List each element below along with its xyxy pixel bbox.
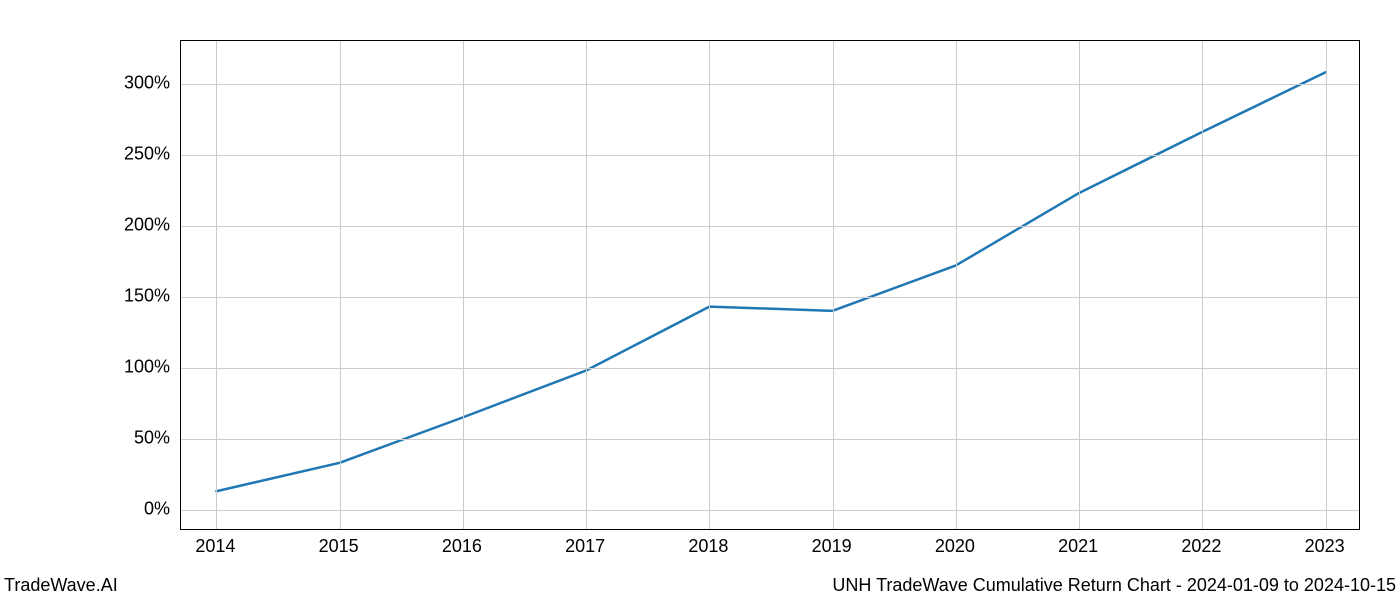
gridline-horizontal (181, 368, 1359, 369)
x-tick-label: 2018 (688, 536, 728, 557)
gridline-vertical (216, 41, 217, 529)
line-chart-svg (181, 41, 1361, 531)
gridline-vertical (709, 41, 710, 529)
gridline-vertical (586, 41, 587, 529)
gridline-horizontal (181, 439, 1359, 440)
gridline-vertical (833, 41, 834, 529)
gridline-vertical (463, 41, 464, 529)
y-tick-label: 50% (134, 427, 170, 448)
x-tick-label: 2019 (812, 536, 852, 557)
x-tick-label: 2022 (1181, 536, 1221, 557)
gridline-horizontal (181, 297, 1359, 298)
footer-left-text: TradeWave.AI (4, 575, 118, 596)
gridline-vertical (956, 41, 957, 529)
x-tick-label: 2015 (319, 536, 359, 557)
gridline-horizontal (181, 510, 1359, 511)
x-tick-label: 2023 (1305, 536, 1345, 557)
gridline-horizontal (181, 226, 1359, 227)
gridline-vertical (340, 41, 341, 529)
y-tick-label: 200% (124, 214, 170, 235)
y-tick-label: 150% (124, 285, 170, 306)
chart-plot-area (180, 40, 1360, 530)
return-line (216, 72, 1325, 491)
y-tick-label: 0% (144, 498, 170, 519)
gridline-horizontal (181, 155, 1359, 156)
x-tick-label: 2021 (1058, 536, 1098, 557)
gridline-horizontal (181, 84, 1359, 85)
x-tick-label: 2020 (935, 536, 975, 557)
gridline-vertical (1326, 41, 1327, 529)
gridline-vertical (1202, 41, 1203, 529)
y-tick-label: 300% (124, 72, 170, 93)
x-tick-label: 2016 (442, 536, 482, 557)
x-tick-label: 2017 (565, 536, 605, 557)
y-tick-label: 250% (124, 143, 170, 164)
x-tick-label: 2014 (195, 536, 235, 557)
y-tick-label: 100% (124, 356, 170, 377)
gridline-vertical (1079, 41, 1080, 529)
footer-right-text: UNH TradeWave Cumulative Return Chart - … (832, 575, 1396, 596)
